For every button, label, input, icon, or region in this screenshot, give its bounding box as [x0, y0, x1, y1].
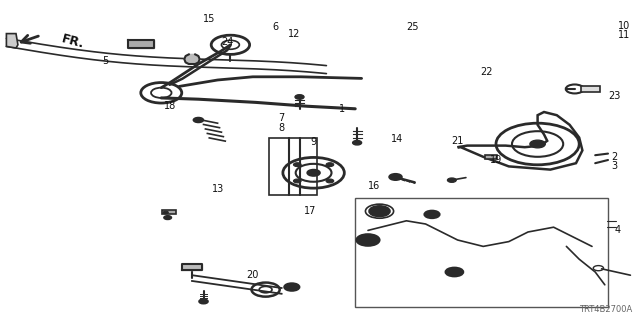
Text: 20: 20: [246, 270, 259, 280]
Text: 15: 15: [203, 13, 216, 24]
Polygon shape: [6, 34, 18, 48]
Text: 23: 23: [608, 91, 621, 101]
Bar: [269, 138, 317, 195]
Text: 18: 18: [163, 100, 176, 111]
Text: 13: 13: [211, 184, 224, 194]
Text: 10: 10: [618, 20, 630, 31]
Circle shape: [530, 140, 545, 148]
Text: 24: 24: [221, 36, 234, 47]
Text: 6: 6: [272, 22, 278, 32]
Text: 12: 12: [288, 28, 301, 39]
Circle shape: [294, 163, 301, 167]
Circle shape: [288, 285, 296, 289]
Text: TRT4B2700A: TRT4B2700A: [579, 305, 632, 314]
Polygon shape: [128, 40, 154, 48]
Text: 14: 14: [390, 134, 403, 144]
Text: 11: 11: [618, 30, 630, 40]
Text: 19: 19: [490, 155, 502, 165]
Circle shape: [326, 163, 333, 167]
Circle shape: [326, 179, 333, 183]
Text: FR.: FR.: [60, 32, 86, 51]
Circle shape: [369, 206, 390, 216]
Text: 4: 4: [614, 225, 621, 236]
Text: 2: 2: [611, 152, 618, 162]
Circle shape: [307, 170, 320, 176]
Bar: [355, 198, 608, 307]
Circle shape: [295, 95, 304, 99]
Bar: [485, 155, 497, 159]
Circle shape: [294, 179, 301, 183]
Text: 22: 22: [480, 67, 493, 77]
Circle shape: [353, 140, 362, 145]
Text: 21: 21: [451, 136, 464, 146]
Circle shape: [193, 117, 204, 123]
Circle shape: [164, 216, 172, 220]
Polygon shape: [184, 54, 200, 64]
Text: 7: 7: [278, 113, 285, 124]
Bar: [581, 86, 600, 92]
Circle shape: [356, 234, 380, 246]
Circle shape: [447, 178, 456, 182]
Text: 3: 3: [611, 161, 618, 172]
Circle shape: [389, 174, 402, 180]
Circle shape: [163, 211, 168, 214]
Bar: [162, 210, 176, 214]
Text: 1: 1: [339, 104, 346, 114]
Circle shape: [199, 299, 208, 304]
Text: 5: 5: [102, 56, 109, 66]
Circle shape: [445, 268, 463, 276]
Polygon shape: [182, 264, 202, 270]
Text: 16: 16: [368, 180, 381, 191]
Text: 17: 17: [304, 206, 317, 216]
Text: 8: 8: [278, 123, 285, 133]
Circle shape: [424, 211, 440, 218]
Text: 9: 9: [310, 137, 317, 148]
Circle shape: [284, 283, 300, 291]
Text: 25: 25: [406, 22, 419, 32]
